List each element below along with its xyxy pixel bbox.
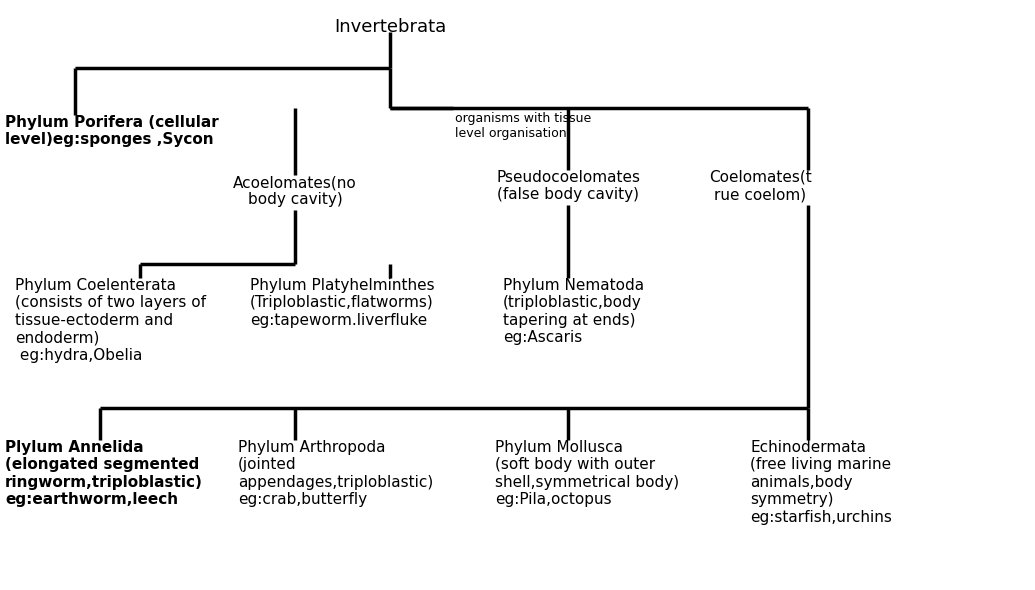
Text: Coelomates(t
rue coelom): Coelomates(t rue coelom) — [709, 170, 811, 202]
Text: Invertebrata: Invertebrata — [334, 18, 446, 36]
Text: Phylum Porifera (cellular
level)eg:sponges ,Sycon: Phylum Porifera (cellular level)eg:spong… — [5, 115, 218, 148]
Text: Echinodermata
(free living marine
animals,body
symmetry)
eg:starfish,urchins: Echinodermata (free living marine animal… — [750, 440, 892, 525]
Text: Phylum Platyhelminthes
(Triploblastic,flatworms)
eg:tapeworm.liverfluke: Phylum Platyhelminthes (Triploblastic,fl… — [250, 278, 435, 328]
Text: Phylum Nematoda
(triploblastic,body
tapering at ends)
eg:Ascaris: Phylum Nematoda (triploblastic,body tape… — [503, 278, 644, 345]
Text: Phylum Mollusca
(soft body with outer
shell,symmetrical body)
eg:Pila,octopus: Phylum Mollusca (soft body with outer sh… — [495, 440, 679, 507]
Text: Phylum Arthropoda
(jointed
appendages,triploblastic)
eg:crab,butterfly: Phylum Arthropoda (jointed appendages,tr… — [238, 440, 434, 507]
Text: organisms with tissue
level organisation: organisms with tissue level organisation — [455, 112, 591, 140]
Text: Phylum Coelenterata
(consists of two layers of
tissue-ectoderm and
endoderm)
 eg: Phylum Coelenterata (consists of two lay… — [14, 278, 206, 363]
Text: Acoelomates(no
body cavity): Acoelomates(no body cavity) — [233, 175, 357, 208]
Text: Plylum Annelida
(elongated segmented
ringworm,triploblastic)
eg:earthworm,leech: Plylum Annelida (elongated segmented rin… — [5, 440, 203, 507]
Text: Pseudocoelomates
(false body cavity): Pseudocoelomates (false body cavity) — [496, 170, 640, 202]
